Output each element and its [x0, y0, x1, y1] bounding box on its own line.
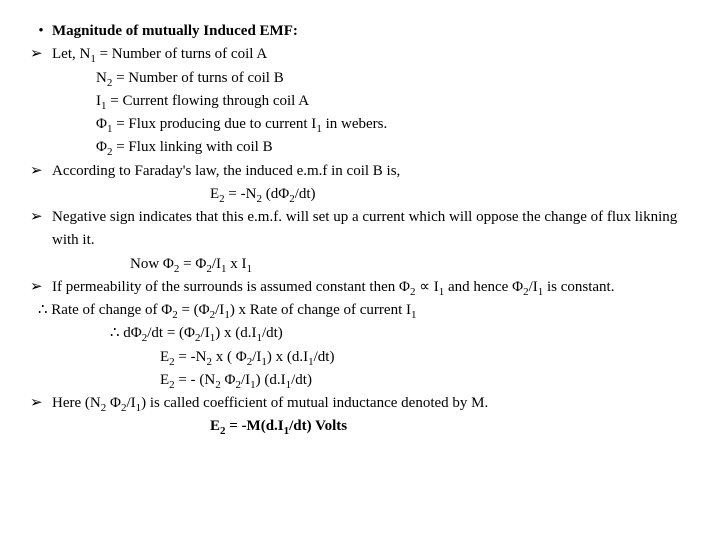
let-line: ➢ Let, N1 = Number of turns of coil A: [30, 43, 690, 66]
faraday-text: According to Faraday's law, the induced …: [52, 160, 690, 183]
title-line: • Magnitude of mutually Induced EMF:: [30, 20, 690, 43]
arrow-bullet: ➢: [30, 276, 52, 299]
arrow-bullet: ➢: [30, 206, 52, 229]
now-line: Now Φ2 = Φ2/I1 x I1: [30, 253, 690, 276]
arrow-bullet: ➢: [30, 392, 52, 415]
dphi-line: ∴ dΦ2/dt = (Φ2/I1) x (d.I1/dt): [30, 322, 690, 345]
rate-line: ∴ Rate of change of Φ2 = (Φ2/I1) x Rate …: [30, 299, 690, 322]
let-content: Let, N1 = Number of turns of coil A: [52, 43, 690, 66]
negative-text: Negative sign indicates that this e.m.f.…: [52, 206, 690, 253]
here-text: Here (N2 Φ2/I1) is called coefficient of…: [52, 392, 690, 415]
e2-eq2: E2 = -N2 x ( Φ2/I1) x (d.I1/dt): [30, 346, 690, 369]
faraday-line: ➢ According to Faraday's law, the induce…: [30, 160, 690, 183]
permeability-text: If permeability of the surrounds is assu…: [52, 276, 690, 299]
arrow-bullet: ➢: [30, 43, 52, 66]
phi1-line: Φ1 = Flux producing due to current I1 in…: [30, 113, 690, 136]
i1-line: I1 = Current flowing through coil A: [30, 90, 690, 113]
arrow-bullet: ➢: [30, 160, 52, 183]
phi2-line: Φ2 = Flux linking with coil B: [30, 136, 690, 159]
negative-line: ➢ Negative sign indicates that this e.m.…: [30, 206, 690, 253]
permeability-line: ➢ If permeability of the surrounds is as…: [30, 276, 690, 299]
e2-eq1: E2 = -N2 (dΦ2/dt): [30, 183, 690, 206]
final-line: E2 = -M(d.I1/dt) Volts: [30, 415, 690, 438]
here-line: ➢ Here (N2 Φ2/I1) is called coefficient …: [30, 392, 690, 415]
dot-bullet: •: [30, 20, 52, 43]
title-text: Magnitude of mutually Induced EMF:: [52, 20, 690, 43]
n2-line: N2 = Number of turns of coil B: [30, 67, 690, 90]
e2-eq3: E2 = - (N2 Φ2/I1) (d.I1/dt): [30, 369, 690, 392]
